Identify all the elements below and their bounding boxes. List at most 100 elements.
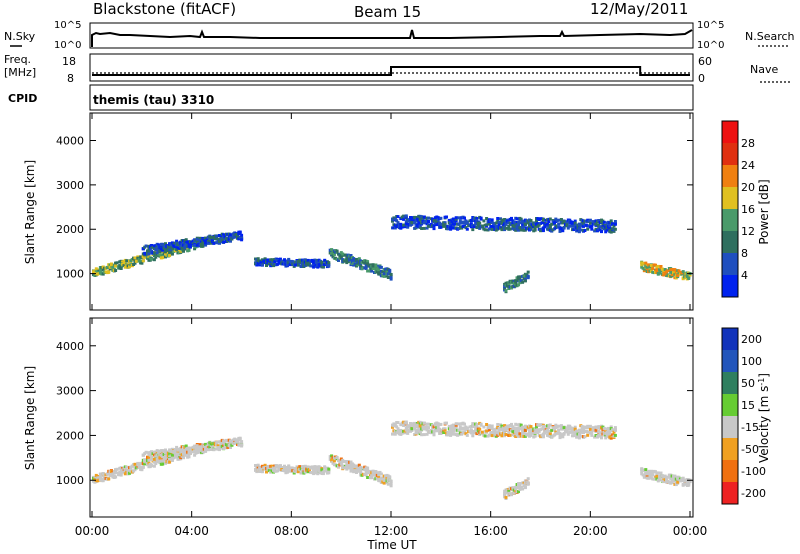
range-gate-cell <box>399 222 403 226</box>
power-colorbar-frame <box>721 120 739 298</box>
range-gate-cell <box>133 261 137 265</box>
range-gate-cell <box>226 445 230 449</box>
range-gate-cell <box>218 239 221 243</box>
range-gate-cell <box>594 428 598 432</box>
range-gate-cell <box>402 217 406 221</box>
range-gate-cell <box>395 219 399 223</box>
freq-unit: [MHz] <box>4 66 36 79</box>
range-gate-cell <box>177 453 181 457</box>
range-gate-cell <box>641 468 645 472</box>
range-gate-cell <box>389 482 393 486</box>
range-gate-cell <box>526 270 530 274</box>
range-gate-cell <box>475 423 479 427</box>
range-gate-cell <box>558 436 562 440</box>
range-gate-cell <box>586 227 590 231</box>
range-gate-cell <box>418 430 422 434</box>
range-gate-cell <box>374 470 378 473</box>
range-gate-cell <box>681 476 685 480</box>
range-gate-cell <box>366 466 370 470</box>
range-gate-cell <box>330 458 334 462</box>
range-gate-cell <box>164 448 167 452</box>
range-gate-cell <box>588 424 592 428</box>
range-gate-cell <box>359 259 363 263</box>
range-gate-cell <box>676 480 680 484</box>
range-gate-cell <box>654 263 657 267</box>
range-gate-cell <box>366 476 370 479</box>
range-gate-cell <box>278 464 282 468</box>
range-gate-cell <box>438 428 442 432</box>
power-colorbar-tick: 16 <box>741 203 755 216</box>
range-gate-cell <box>339 462 343 466</box>
range-gate-cell <box>193 453 197 457</box>
range-gate-cell <box>266 464 270 468</box>
range-gate-cell <box>450 219 454 223</box>
range-gate-cell <box>169 243 173 247</box>
range-gate-cell <box>451 226 455 230</box>
range-gate-cell <box>672 271 675 275</box>
range-gate-cell <box>443 429 447 433</box>
range-gate-cell <box>572 430 576 434</box>
velocity-colorbar-swatch <box>722 416 738 438</box>
range-gate-cell <box>263 463 267 467</box>
range-gate-cell <box>114 471 118 474</box>
range-gate-cell <box>565 426 569 430</box>
range-gate-cell <box>432 219 436 223</box>
range-gate-cell <box>320 468 324 472</box>
power-colorbar-swatch <box>722 275 738 297</box>
velocity-ylabel: Slant Range [km] <box>23 366 37 470</box>
y-tick-label: 2000 <box>56 223 84 236</box>
freq-tick-bottom: 8 <box>67 72 74 85</box>
range-gate-cell <box>465 426 469 430</box>
range-gate-cell <box>150 257 154 261</box>
range-gate-cell <box>472 431 476 435</box>
range-gate-cell <box>557 222 561 226</box>
nsearch-tick-bottom: 10^0 <box>697 40 724 51</box>
range-gate-cell <box>457 216 461 220</box>
range-gate-cell <box>220 238 224 242</box>
range-gate-cell <box>557 428 561 432</box>
range-gate-cell <box>577 230 581 234</box>
range-gate-cell <box>179 446 183 450</box>
nave-tick-bottom: 0 <box>698 72 705 85</box>
range-gate-cell <box>359 465 363 469</box>
range-gate-cell <box>422 421 426 425</box>
range-gate-cell <box>483 228 487 232</box>
range-gate-cell <box>397 430 401 434</box>
range-gate-cell <box>651 473 655 477</box>
range-gate-cell <box>445 215 448 219</box>
range-gate-cell <box>339 256 343 260</box>
range-gate-cell <box>332 253 336 256</box>
range-gate-cell <box>432 227 436 231</box>
range-gate-cell <box>218 446 221 450</box>
range-gate-cell <box>122 470 126 474</box>
range-gate-cell <box>559 433 563 437</box>
range-gate-cell <box>518 226 522 230</box>
power-colorbar-label: Power [dB] <box>757 179 771 244</box>
range-gate-cell <box>238 231 242 235</box>
range-gate-cell <box>507 283 511 287</box>
range-gate-cell <box>431 217 435 221</box>
y-tick-label: 2000 <box>56 429 84 442</box>
range-gate-cell <box>547 220 551 224</box>
range-gate-cell <box>173 451 177 455</box>
range-gate-cell <box>449 227 453 231</box>
range-gate-cell <box>485 223 489 227</box>
range-gate-cell <box>546 222 549 226</box>
range-gate-cell <box>321 265 325 269</box>
range-gate-cell <box>494 427 498 431</box>
range-gate-cell <box>141 259 145 263</box>
range-gate-cell <box>107 477 111 481</box>
range-gate-cell <box>481 224 484 228</box>
velocity-colorbar: 200 100 50 15 -15 -50 -100 -200 <box>721 327 766 505</box>
range-gate-cell <box>487 428 491 432</box>
range-gate-cell <box>557 218 561 222</box>
range-gate-cell <box>566 226 570 230</box>
velocity-colorbar-swatch <box>722 328 738 350</box>
power-colorbar-tick: 8 <box>741 247 748 260</box>
range-gate-cell <box>256 463 260 467</box>
range-gate-cell <box>202 444 206 448</box>
range-gate-cell <box>666 269 670 273</box>
range-gate-cell <box>240 440 244 444</box>
range-gate-cell <box>482 425 486 429</box>
range-gate-cell <box>475 217 479 220</box>
